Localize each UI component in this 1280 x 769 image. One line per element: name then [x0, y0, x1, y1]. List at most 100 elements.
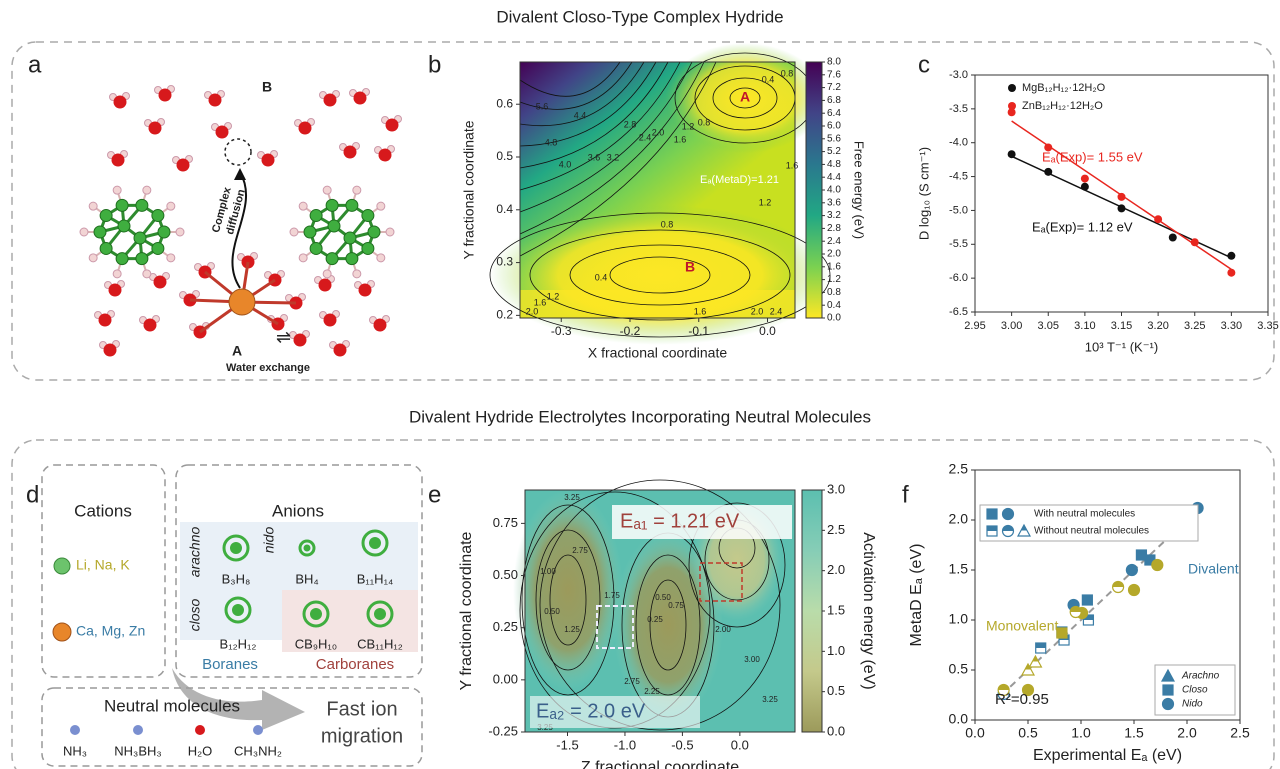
family-label: Carboranes	[316, 656, 394, 673]
colorbar-tick-label: 3.2	[827, 210, 841, 221]
legend-marker	[1001, 524, 1015, 538]
contour-label: 1.75	[604, 591, 620, 600]
boron-atom	[361, 241, 375, 255]
panel-letter: c	[918, 51, 930, 78]
data-point	[1190, 238, 1199, 247]
y-tick-label: 0.2	[496, 308, 513, 322]
contour-label: 4.4	[574, 110, 587, 120]
neutral-box	[41, 687, 423, 767]
x-tick-label: -0.1	[688, 324, 709, 338]
boron-atom	[99, 209, 113, 223]
colorbar-tick-label: 2.0	[827, 249, 841, 260]
cation-icon	[53, 557, 71, 575]
data-point	[1227, 251, 1236, 260]
contour-label: 2.4	[639, 132, 652, 142]
contour-line	[519, 61, 705, 235]
data-point	[1117, 192, 1126, 201]
legend-label: With neutral molecules	[1034, 509, 1135, 520]
hydrogen-atom	[175, 227, 185, 237]
x-tick-label: 3.20	[1147, 320, 1168, 332]
molecule-formula: CH₃NH₂	[234, 743, 282, 758]
data-point	[1125, 563, 1138, 577]
transition-box	[596, 605, 634, 649]
basin	[665, 43, 825, 153]
legend-marker	[1160, 668, 1176, 682]
oxygen-atom	[385, 118, 399, 132]
contour-line	[519, 61, 693, 213]
section-title: Divalent Closo-Type Complex Hydride	[496, 7, 783, 26]
colorbar-tick-label: 1.5	[827, 602, 845, 617]
data-point	[1069, 605, 1082, 619]
boron-atom	[151, 241, 165, 255]
fit-line	[1000, 509, 1199, 696]
anions-box	[175, 464, 423, 678]
colorbar-tick-label: 2.5	[827, 522, 845, 537]
x-tick-label: 0.0	[965, 725, 985, 741]
x-tick-label: 2.95	[964, 320, 985, 332]
section-box	[11, 439, 1275, 769]
oxygen-atom	[353, 91, 367, 105]
oxygen-atom	[176, 158, 190, 172]
contour-label: 2.00	[715, 625, 731, 634]
contour-line	[529, 229, 791, 321]
legend-label: Nido	[1182, 699, 1203, 710]
panel-letter: e	[428, 481, 441, 508]
x-tick-label: 0.0	[759, 324, 776, 338]
x-tick-label: -1.0	[614, 737, 636, 752]
y-axis-label: Y fractional coordinate	[461, 120, 477, 259]
colorbar-tick-label: 6.0	[827, 121, 841, 132]
arrow-text: migration	[321, 725, 403, 747]
y-tick-label: 0.5	[949, 661, 969, 677]
contour-label: 2.0	[652, 127, 665, 137]
contour-label: 2.8	[624, 119, 637, 129]
colorbar-tick-label: 7.6	[827, 69, 841, 80]
data-point	[1044, 167, 1053, 176]
panel-letter: b	[428, 51, 441, 78]
boron-atom	[117, 219, 131, 233]
boron-atom	[133, 231, 147, 245]
y-tick-label: -3.5	[949, 103, 968, 115]
colorbar-tick-label: 6.8	[827, 95, 841, 106]
y-tick-label: 2.5	[949, 461, 969, 477]
data-point	[1154, 215, 1163, 224]
oxygen-atom	[293, 333, 307, 347]
colorbar-tick-label: 1.0	[827, 643, 845, 658]
anion-formula: BH₄	[295, 571, 318, 586]
contour-line	[688, 502, 786, 628]
molecule-icon	[70, 725, 80, 735]
target-site	[224, 138, 252, 166]
x-tick-label: -0.2	[620, 324, 641, 338]
molecule-icon	[195, 725, 205, 735]
data-point	[1007, 108, 1016, 117]
contour-line	[535, 529, 601, 671]
anion-formula: CB₁₁H₁₂	[357, 636, 403, 651]
colorbar-tick-label: 5.2	[827, 146, 841, 157]
legend-marker	[986, 508, 998, 520]
data-point	[1035, 642, 1047, 654]
x-tick-label: 3.35	[1257, 320, 1278, 332]
colorbar-tick-label: 0.4	[827, 300, 841, 311]
contour-label: 1.6	[674, 134, 687, 144]
y-tick-label: -6.0	[949, 272, 968, 284]
anion-formula: B₁₂H₁₂	[220, 636, 257, 651]
data-point	[1151, 558, 1164, 572]
cations-box	[41, 464, 166, 678]
molecule-formula: NH₃	[63, 743, 87, 758]
hydrogen-atom	[142, 269, 152, 279]
x-axis-label: 10³ T⁻¹ (K⁻¹)	[1085, 339, 1158, 354]
y-axis-label: Y fractional coordinate	[458, 531, 475, 690]
contour-line	[519, 61, 657, 147]
colorbar-tick-label: 0.8	[827, 287, 841, 298]
y-tick-label: 0.75	[493, 515, 518, 530]
x-tick-label: 2.0	[1177, 725, 1197, 741]
data-point	[1081, 594, 1093, 606]
y-tick-label: -0.25	[488, 723, 518, 738]
family-label: Boranes	[202, 656, 258, 673]
annotation: Eₐ(Exp)= 1.55 eV	[1042, 149, 1143, 164]
x-tick-label: 3.30	[1221, 320, 1242, 332]
contour-label: 3.00	[744, 655, 760, 664]
colorbar-tick-label: 3.6	[827, 197, 841, 208]
annotation: Eₐ₂ = 2.0 eV	[536, 700, 646, 722]
boron-atom	[99, 241, 113, 255]
